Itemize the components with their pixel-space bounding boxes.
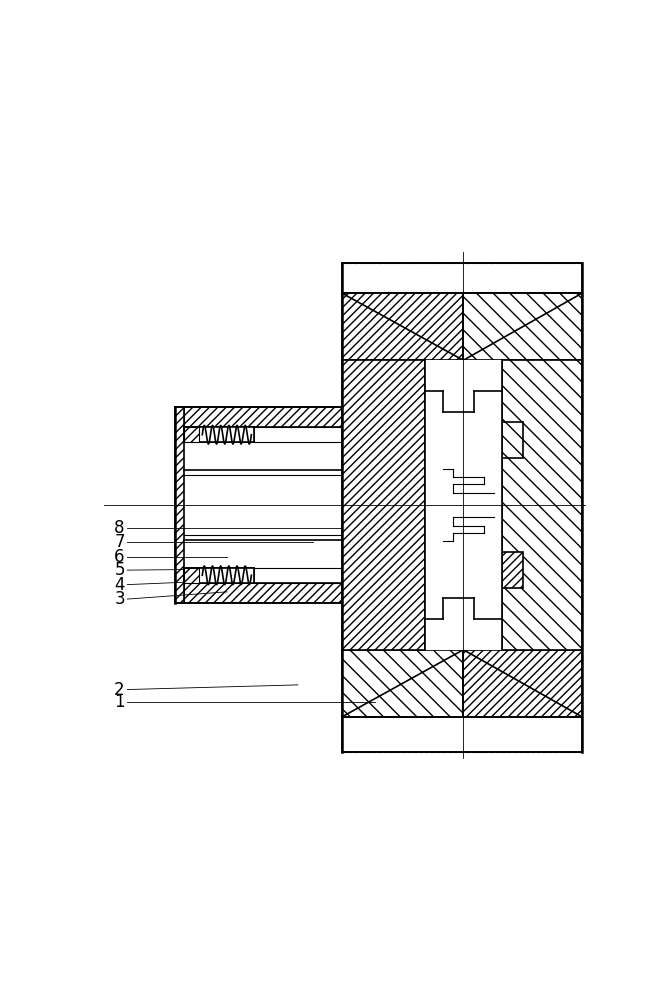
Polygon shape	[502, 422, 523, 458]
Polygon shape	[184, 427, 199, 442]
Text: 5: 5	[114, 561, 125, 579]
Polygon shape	[464, 293, 582, 360]
Bar	[342, 263, 582, 293]
Polygon shape	[342, 650, 464, 717]
Polygon shape	[342, 293, 464, 360]
Polygon shape	[464, 650, 582, 717]
Polygon shape	[342, 360, 425, 650]
Text: 3: 3	[114, 590, 125, 608]
Polygon shape	[502, 552, 523, 588]
Polygon shape	[184, 568, 199, 583]
Polygon shape	[502, 360, 582, 650]
Bar	[342, 717, 582, 752]
Polygon shape	[175, 407, 184, 603]
Bar	[184, 568, 254, 583]
Polygon shape	[184, 407, 342, 427]
Text: 1: 1	[114, 693, 125, 711]
Bar	[184, 427, 254, 442]
Text: 8: 8	[114, 519, 125, 537]
Text: 2: 2	[114, 681, 125, 699]
Text: 6: 6	[114, 548, 125, 566]
Text: 7: 7	[114, 533, 125, 551]
Bar	[425, 360, 502, 650]
Text: 4: 4	[114, 576, 125, 594]
Polygon shape	[184, 583, 342, 603]
